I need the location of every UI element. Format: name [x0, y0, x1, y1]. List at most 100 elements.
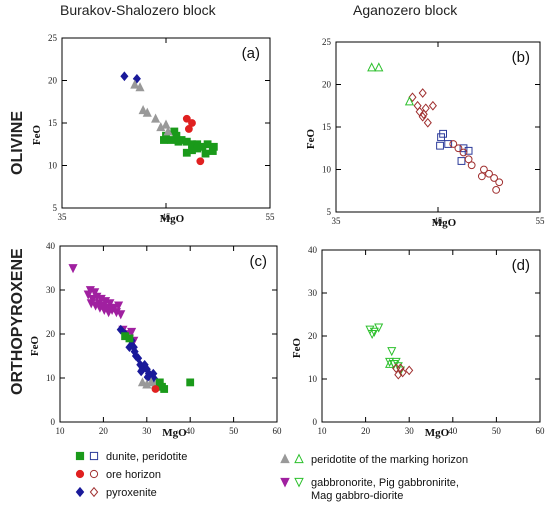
x-tick-label: 35	[332, 216, 342, 226]
data-point	[109, 303, 119, 313]
panel-label: (d)	[512, 257, 530, 274]
legend-label: dunite, peridotite	[106, 451, 187, 463]
row-header-orthopyroxene: ORTHOPYROXENE	[9, 248, 26, 395]
data-point	[149, 368, 158, 379]
x-tick-label: 30	[405, 426, 415, 436]
data-point	[444, 140, 453, 148]
data-point	[137, 366, 146, 377]
data-point	[201, 149, 210, 158]
data-point	[396, 363, 405, 374]
data-point	[464, 146, 473, 155]
legend-item: ore horizon	[75, 469, 161, 481]
legend-marker-open	[89, 451, 99, 461]
data-point	[459, 144, 468, 153]
series-square	[160, 127, 218, 158]
y-tick-label: 25	[48, 33, 58, 43]
legend-marker-open	[294, 453, 304, 464]
y-tick-label: 10	[322, 165, 332, 175]
plot-frame	[321, 249, 541, 423]
data-point	[142, 107, 152, 117]
data-point	[387, 347, 397, 357]
data-point	[454, 144, 463, 153]
data-point	[182, 114, 191, 123]
panel-label: (a)	[242, 45, 260, 62]
data-point	[209, 142, 218, 151]
x-axis-label: MgO	[432, 217, 457, 229]
legend-marker-filled	[75, 486, 85, 498]
data-point	[369, 327, 379, 337]
data-point	[423, 117, 432, 128]
column-header-left: Burakov-Shalozero block	[60, 2, 217, 18]
y-tick-label: 25	[322, 37, 332, 47]
x-tick-label: 40	[186, 426, 196, 436]
panel-label: (b)	[512, 49, 530, 66]
x-tick-label: 30	[142, 426, 152, 436]
data-point	[428, 100, 437, 111]
series-triangle	[385, 358, 395, 368]
plot-frame	[59, 245, 278, 423]
legend: dunite, peridotite ore horizon pyroxenite p…	[75, 451, 468, 502]
x-axis-label: MgO	[160, 213, 185, 225]
data-point	[485, 169, 493, 178]
data-point	[151, 113, 161, 123]
y-axis-label: FeO	[305, 128, 317, 149]
y-tick-label: 5	[53, 203, 58, 213]
data-point	[114, 301, 124, 311]
series-diamond	[392, 363, 414, 380]
series-diamond	[116, 324, 160, 386]
data-point	[418, 111, 427, 122]
legend-item: gabbronorite, Pig gabbronirite,Mag gabbr…	[280, 477, 459, 502]
legend-marker-open	[294, 477, 304, 488]
data-point	[130, 346, 139, 357]
series-diamond	[120, 71, 141, 84]
data-point	[163, 126, 173, 136]
data-point	[160, 136, 168, 144]
y-tick-label: 10	[46, 373, 56, 383]
data-point	[196, 157, 205, 166]
x-tick-label: 50	[229, 426, 239, 436]
legend-marker-filled	[280, 453, 290, 464]
legend-item: pyroxenite	[75, 486, 157, 499]
data-point	[188, 119, 196, 127]
data-point	[480, 165, 488, 174]
data-point	[127, 327, 137, 337]
y-tick-label: 15	[322, 122, 332, 132]
data-point	[391, 357, 401, 367]
x-tick-label: 45	[162, 212, 172, 222]
legend-item: peridotite of the marking horizon	[280, 453, 468, 466]
series-square	[436, 129, 473, 165]
data-point	[137, 377, 148, 387]
x-tick-label: 45	[434, 216, 444, 226]
data-point	[459, 148, 468, 157]
y-tick-label: 30	[308, 288, 318, 298]
legend-label: ore horizon	[106, 469, 161, 481]
data-point	[151, 385, 160, 393]
y-tick-label: 10	[48, 161, 58, 171]
legend-label: peridotite of the marking horizon	[311, 454, 468, 466]
legend-item: dunite, peridotite	[75, 451, 187, 463]
data-point	[490, 174, 499, 182]
data-point	[146, 377, 156, 387]
series-circle	[182, 114, 205, 166]
data-point	[170, 127, 179, 136]
data-point	[374, 323, 384, 333]
x-axis-label: MgO	[425, 427, 450, 439]
x-tick-label: 10	[56, 426, 66, 436]
y-tick-label: 15	[48, 118, 58, 128]
series-circle	[449, 140, 504, 194]
row-header-olivine: OLIVINE	[9, 111, 26, 175]
x-axis-label: MgO	[162, 427, 187, 439]
data-point	[134, 353, 143, 364]
y-tick-label: 40	[46, 241, 56, 251]
y-tick-label: 5	[327, 207, 332, 217]
data-point	[138, 105, 148, 115]
series-triangle	[367, 62, 414, 106]
series-triangle	[130, 79, 173, 136]
y-tick-label: 20	[48, 76, 58, 86]
legend-marker-filled	[280, 477, 290, 488]
data-point	[160, 385, 169, 393]
data-point	[408, 92, 417, 103]
data-point	[449, 140, 458, 148]
